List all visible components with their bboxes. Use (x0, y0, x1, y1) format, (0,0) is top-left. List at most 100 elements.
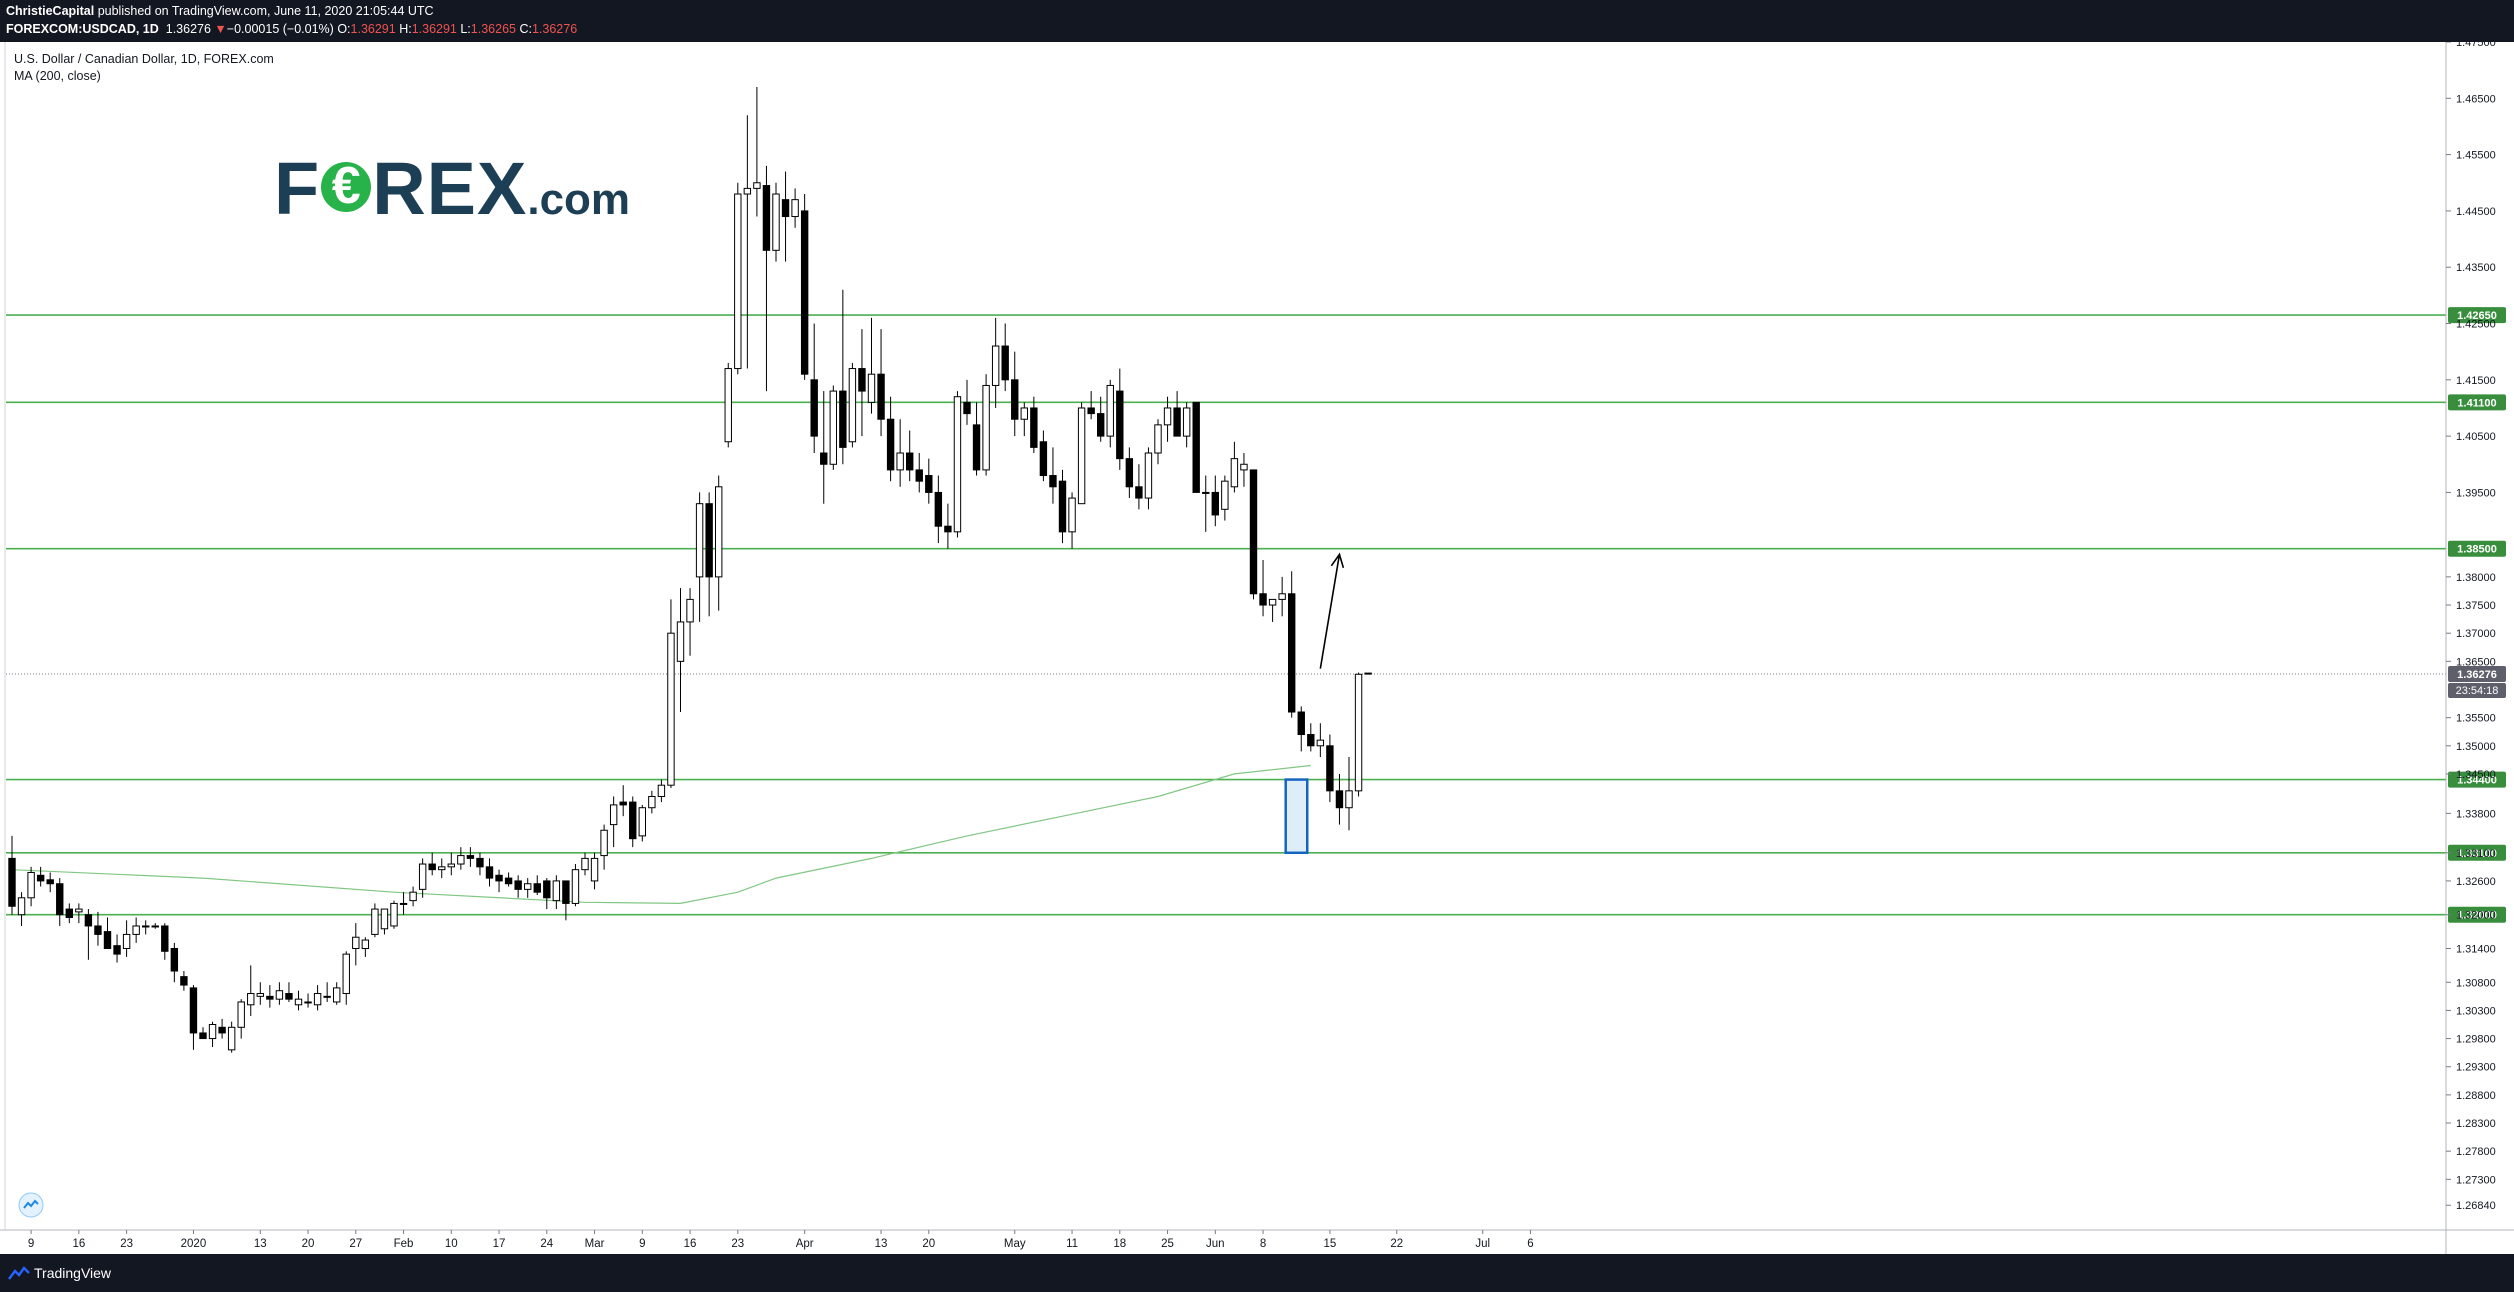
footer-brand[interactable]: TradingView (34, 1265, 112, 1281)
x-tick-label: Apr (796, 1238, 814, 1250)
candle-body-down (1335, 790, 1344, 809)
projection-arrow-shaft (1319, 554, 1341, 669)
candle (1030, 396, 1038, 454)
candle-body-down (1001, 345, 1009, 381)
candle-body-down (1249, 469, 1258, 595)
highlight-zone (1284, 778, 1309, 855)
candle (1182, 402, 1191, 448)
candle (791, 188, 799, 228)
candle (877, 329, 885, 437)
candle (629, 796, 637, 848)
projection-arrow-layer (1319, 552, 1345, 669)
candle-body-up (724, 368, 732, 443)
level-label: 1.32000 (2457, 910, 2497, 922)
candle-body-down (1058, 480, 1067, 533)
candle (972, 402, 981, 476)
level-label-badge (2448, 771, 2506, 788)
y-tick-label: 1.32600 (2456, 876, 2496, 888)
candle-body-up (1077, 407, 1086, 505)
y-tick-label: 1.31400 (2456, 943, 2496, 955)
candle-body-up (352, 936, 360, 949)
candle-body-up (982, 384, 990, 471)
candle (266, 985, 274, 1008)
candle-body-up (294, 998, 303, 1006)
candle (1077, 402, 1086, 505)
candle-body-up (457, 855, 465, 865)
candle (581, 852, 589, 876)
candle (170, 942, 179, 983)
tradingview-watermark-icon[interactable] (18, 1192, 44, 1218)
candle (848, 362, 857, 448)
candle-body-down (925, 475, 933, 493)
candle-body-up (657, 784, 666, 797)
candle (352, 923, 360, 966)
candle (142, 920, 150, 935)
last-price: 1.36276 (165, 22, 211, 36)
y-tick-label: 1.43500 (2456, 262, 2496, 274)
y-tick-label: 1.28300 (2456, 1118, 2496, 1130)
candle (485, 858, 494, 887)
candle-body-up (1154, 424, 1162, 454)
candle (1020, 402, 1028, 437)
candle (333, 982, 341, 1005)
candle (896, 419, 904, 487)
candle-body-down (189, 987, 198, 1034)
publisher-name[interactable]: ChristieCapital (6, 4, 95, 18)
publisher-line: ChristieCapital published on TradingView… (6, 4, 434, 18)
y-tick-label: 1.36500 (2456, 656, 2496, 668)
candle (390, 900, 398, 929)
candle (753, 87, 761, 217)
candle-body-down (476, 857, 484, 868)
candle (103, 917, 112, 949)
high-label: H: (399, 22, 412, 36)
candle (447, 852, 456, 876)
candle-body-down (810, 379, 818, 437)
candle (399, 892, 408, 915)
candle-body-down (56, 883, 64, 916)
candle-body-down (285, 993, 293, 1000)
candle (247, 965, 255, 1017)
candle-body-down (266, 995, 274, 1000)
level-label-badge (2448, 394, 2506, 411)
candle (810, 323, 818, 454)
candle (552, 875, 561, 910)
published-text: published on TradingView.com, June 11, 2… (97, 4, 434, 18)
candle (27, 866, 35, 907)
candle (504, 872, 513, 887)
candle (609, 796, 618, 848)
candle (1106, 379, 1114, 448)
open-value: 1.36291 (350, 22, 396, 36)
countdown-badge (2448, 682, 2506, 698)
candle-body-up (648, 795, 656, 809)
candle (237, 999, 245, 1039)
y-tick-label: 1.47500 (2456, 42, 2496, 49)
candle-body-down (485, 866, 494, 879)
candle-body-up (142, 925, 150, 928)
candle-body-down (543, 880, 551, 899)
candle (227, 1021, 236, 1053)
x-tick-label: 22 (1390, 1238, 1403, 1250)
candle (839, 289, 847, 465)
candle (1354, 672, 1363, 797)
candle-body-down (514, 880, 522, 890)
y-tick-label: 1.29800 (2456, 1034, 2496, 1046)
candle (695, 492, 704, 622)
candle-body-down (466, 855, 475, 859)
x-tick-label: 15 (1324, 1238, 1337, 1250)
candle (562, 880, 570, 921)
candle (256, 982, 265, 1005)
candle (94, 911, 102, 946)
candle-body-down (94, 925, 102, 935)
candlestick-chart[interactable]: 1.42650 1.41100 1.38500 1.34400 1.33100 1.320… (0, 42, 2514, 1254)
candles-layer (8, 87, 1372, 1053)
candle-body-down (1011, 379, 1019, 420)
candle (867, 317, 876, 414)
indicator-label[interactable]: MA (200, close) (14, 69, 101, 83)
candle (466, 847, 475, 867)
candle-body-up (1163, 407, 1172, 426)
candle-body-up (590, 857, 599, 882)
candle-body-down (562, 880, 570, 904)
down-arrow-icon: ▼ (214, 22, 227, 36)
candle-body-up (772, 193, 780, 251)
candle (218, 1018, 226, 1039)
